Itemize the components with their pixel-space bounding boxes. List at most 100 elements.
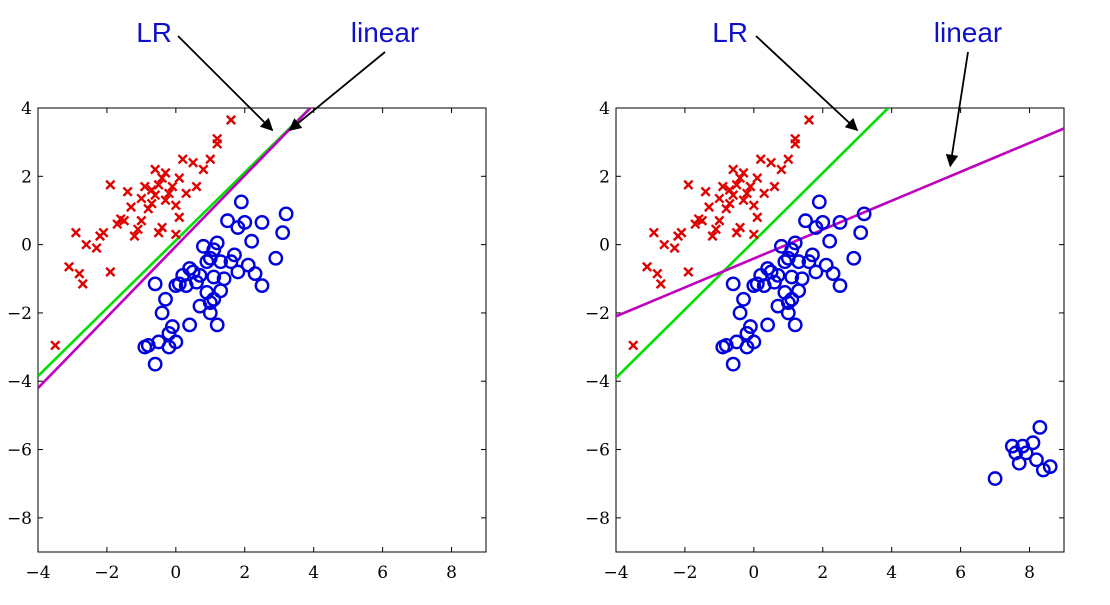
cross-point [167, 181, 178, 192]
circle-point [1032, 419, 1048, 435]
cross-point [74, 268, 85, 279]
circle-point [199, 254, 215, 270]
circle-point [268, 250, 284, 266]
cross-point [759, 188, 770, 199]
y-tick-label: −4 [585, 372, 610, 392]
cross-point [752, 172, 763, 184]
cross-point [659, 239, 670, 250]
linear-boundary-line [38, 108, 313, 389]
circle-point [237, 215, 253, 230]
circle-point [213, 254, 229, 270]
cross-point [174, 172, 185, 184]
cross-point [738, 167, 749, 178]
circle-point [182, 317, 198, 333]
linear-boundary-line [616, 127, 1064, 318]
circle-point [154, 305, 170, 321]
annotation-arrow [177, 35, 274, 132]
cross-point [198, 164, 209, 175]
cross-point [652, 268, 663, 279]
axes-frame [615, 107, 1065, 553]
cross-point [146, 198, 157, 209]
cross-point [157, 222, 168, 233]
annotation-arrow [755, 35, 859, 132]
cross-point [181, 188, 192, 199]
x-tick-label: 6 [955, 563, 966, 583]
cross-point [648, 227, 659, 238]
y-tick-label: 0 [599, 236, 610, 256]
lr-boundary-line [616, 108, 891, 379]
circle-point [787, 317, 803, 333]
circle-point [725, 276, 741, 292]
circle-point [856, 206, 872, 222]
circle-point [216, 271, 232, 287]
cross-point [707, 231, 718, 242]
cross-point [191, 181, 202, 192]
cross-point [122, 186, 133, 197]
cross-point [170, 229, 181, 240]
cross-point [50, 340, 61, 351]
y-tick-label: 4 [21, 99, 32, 119]
cross-point [77, 278, 88, 289]
circle-point [743, 319, 758, 334]
circle-point [1042, 459, 1058, 475]
circle-point [770, 267, 786, 283]
x-tick-label: 6 [377, 563, 388, 583]
left-chart-panel: −4 −2 0 2 4 6 8 4 2 0 −2 −4 −6 −8 LR linear [7, 17, 487, 583]
circle-point [213, 283, 229, 299]
x-tick-label: −2 [672, 563, 697, 583]
circle-point [1029, 452, 1044, 468]
y-tick-label: −4 [7, 372, 32, 392]
y-tick-label: 4 [599, 99, 610, 119]
circle-point [787, 235, 803, 251]
cross-point [755, 154, 766, 165]
y-tick-label: −2 [585, 304, 610, 324]
cross-point [776, 164, 787, 175]
cross-point [745, 181, 756, 192]
circle-point [182, 261, 198, 276]
cross-point [70, 227, 81, 238]
y-tick-label: −6 [585, 441, 610, 461]
cross-point [728, 190, 739, 201]
cross-point [714, 193, 725, 204]
cross-point [105, 179, 116, 190]
cross-point [150, 190, 161, 201]
cross-point [160, 195, 171, 206]
linear-annotation-label: linear [351, 17, 419, 48]
circle-point [832, 278, 848, 293]
x-tick-label: 8 [1024, 563, 1035, 583]
y-tick-label: −8 [585, 509, 610, 529]
x-tick-label: 8 [446, 563, 457, 583]
circle-point [853, 225, 869, 241]
circle-point [168, 334, 184, 350]
cross-point [714, 215, 725, 226]
cross-point [163, 188, 175, 199]
x-tick-label: 0 [170, 563, 181, 583]
circle-point [230, 264, 246, 280]
circle-point [818, 257, 834, 273]
circle-point [147, 356, 163, 372]
cross-point [136, 215, 147, 226]
cross-point [81, 239, 92, 250]
cross-point [153, 179, 164, 190]
cross-point [63, 261, 75, 272]
cross-point [741, 188, 753, 199]
circle-point [760, 261, 776, 276]
circle-point [254, 215, 270, 230]
circle-point [749, 276, 765, 292]
circle-point [233, 194, 249, 210]
circle-point [1025, 435, 1041, 451]
cross-point [769, 181, 780, 192]
circle-point [808, 264, 824, 280]
annotation-arrow [945, 51, 969, 168]
cross-point [766, 157, 777, 168]
circle-point [791, 283, 807, 299]
cross-point [724, 198, 735, 209]
cross-point [752, 212, 763, 223]
cross-point [125, 201, 137, 213]
right-chart-panel: −4 −2 0 2 4 6 8 4 2 0 −2 −4 −6 −8 LR linear [585, 17, 1065, 583]
circle-point [278, 206, 294, 222]
cross-point [700, 186, 711, 197]
cross-point [188, 157, 199, 168]
circle-point [1018, 445, 1034, 461]
